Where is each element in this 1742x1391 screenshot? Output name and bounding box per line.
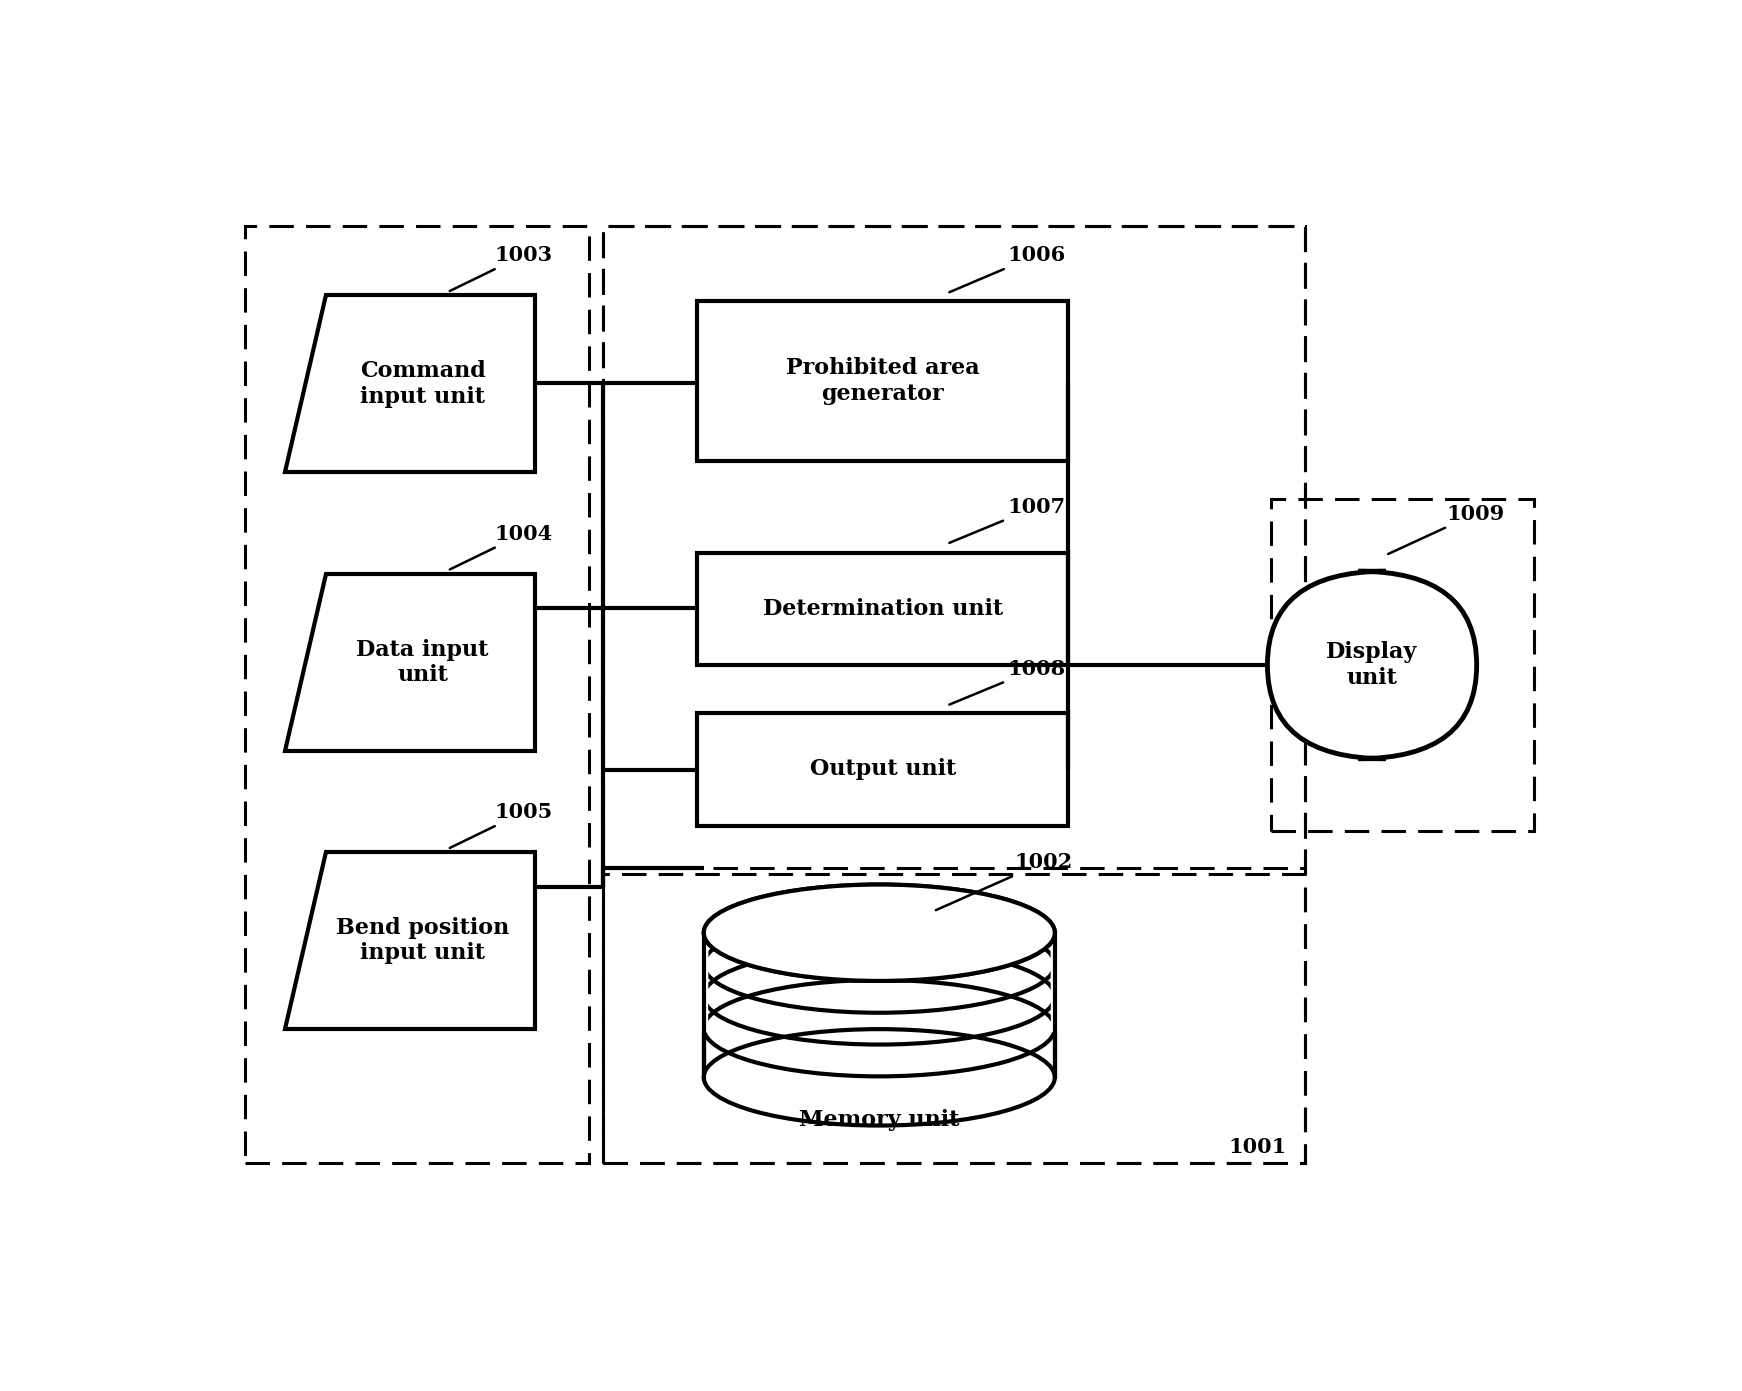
Text: Command
input unit: Command input unit (361, 360, 486, 408)
Bar (603, 874, 1305, 1163)
Bar (704, 933, 1054, 1077)
Text: 1008: 1008 (949, 658, 1066, 705)
Text: 1009: 1009 (1388, 504, 1505, 554)
Text: Data input
unit: Data input unit (357, 638, 490, 686)
Polygon shape (286, 295, 535, 472)
Text: 1003: 1003 (449, 245, 552, 291)
Bar (1272, 499, 1535, 830)
Text: Determination unit: Determination unit (763, 598, 1003, 620)
Text: 1005: 1005 (449, 803, 552, 849)
Text: 1001: 1001 (1228, 1136, 1286, 1157)
Bar (603, 225, 1305, 1163)
Ellipse shape (704, 1029, 1056, 1125)
Bar (697, 300, 1068, 462)
Ellipse shape (704, 885, 1056, 981)
Text: Prohibited area
generator: Prohibited area generator (786, 357, 979, 405)
Text: 1004: 1004 (449, 523, 552, 569)
Text: Display
unit: Display unit (1326, 641, 1418, 689)
Text: 1002: 1002 (935, 853, 1073, 910)
Text: 1007: 1007 (949, 497, 1066, 542)
Bar (244, 225, 589, 1163)
Text: Bend position
input unit: Bend position input unit (336, 917, 509, 964)
Text: 1006: 1006 (949, 245, 1066, 292)
Text: Output unit: Output unit (810, 758, 956, 780)
Bar (697, 552, 1068, 665)
FancyBboxPatch shape (1268, 572, 1477, 758)
Polygon shape (286, 853, 535, 1029)
Bar (697, 714, 1068, 826)
Bar (603, 225, 1305, 868)
Ellipse shape (704, 885, 1056, 981)
Text: Memory unit: Memory unit (800, 1109, 960, 1131)
Polygon shape (286, 574, 535, 751)
